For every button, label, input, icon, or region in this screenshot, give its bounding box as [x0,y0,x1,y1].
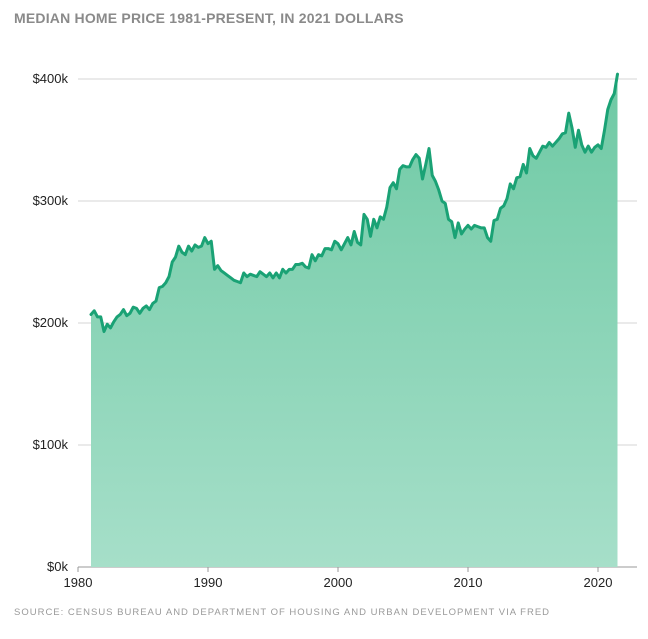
x-tick-label: 1980 [64,575,93,590]
x-tick-label: 1990 [194,575,223,590]
price-area [91,74,618,568]
x-tick-label: 2000 [324,575,353,590]
y-tick-label: $0k [47,559,68,574]
x-tick-label: 2020 [584,575,613,590]
x-axis-ticks: 1980 1990 2000 2010 2020 [64,567,613,590]
y-tick-label: $100k [33,437,69,452]
x-tick-label: 2010 [454,575,483,590]
y-tick-label: $400k [33,71,69,86]
y-tick-label: $300k [33,193,69,208]
chart-title: MEDIAN HOME PRICE 1981-PRESENT, IN 2021 … [14,10,404,26]
source-note: SOURCE: CENSUS BUREAU AND DEPARTMENT OF … [14,607,551,618]
area-chart: $0k $100k $200k $300k $400k 1980 1990 2000 2010… [33,71,637,590]
price-line [89,72,619,334]
y-tick-label: $200k [33,315,69,330]
y-axis-ticks: $0k $100k $200k $300k $400k [33,71,69,574]
